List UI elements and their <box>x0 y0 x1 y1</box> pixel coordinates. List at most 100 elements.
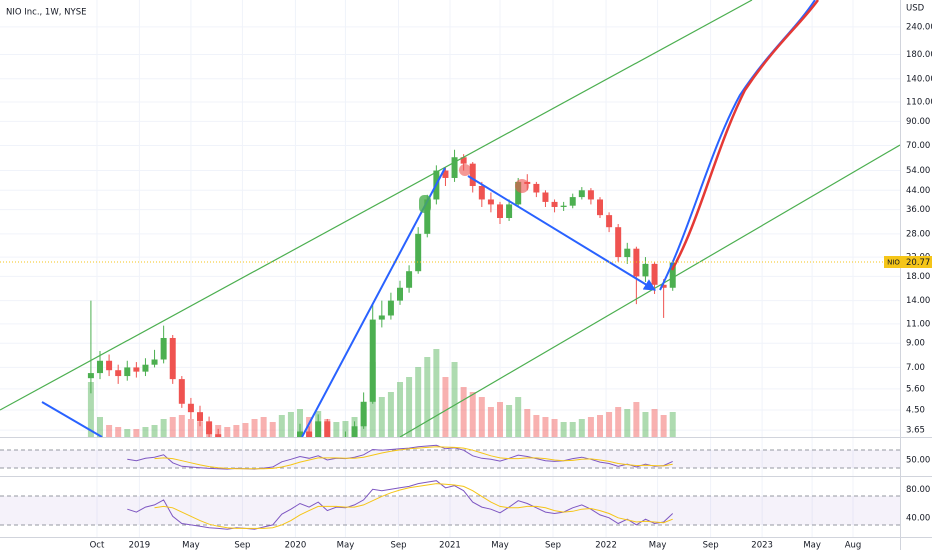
volume-bar <box>460 387 467 437</box>
y-tick-label: 180.00 <box>906 50 932 60</box>
y-tick-label: 9.00 <box>906 339 925 349</box>
volume-bar <box>151 425 158 437</box>
candle-body <box>297 431 303 437</box>
rsi-band <box>0 496 900 525</box>
candle-body <box>187 403 194 413</box>
candle-body <box>197 412 203 422</box>
volume-bar <box>660 415 667 437</box>
volume-bar <box>524 409 531 437</box>
candle-body <box>660 284 667 288</box>
symbol-tag-text: NIO <box>887 259 900 267</box>
trend-line <box>467 175 657 291</box>
x-tick-label: May <box>182 541 200 550</box>
candle-body <box>615 227 622 258</box>
y-tick-label: 28.00 <box>906 229 930 239</box>
candle-body <box>306 431 313 437</box>
volume-bar <box>260 417 267 437</box>
candle-body <box>106 360 113 371</box>
y-tick-label: 140.00 <box>906 74 932 84</box>
x-tick-label: Sep <box>390 541 406 550</box>
candle-body <box>378 315 385 320</box>
projection <box>670 0 820 271</box>
channel-line <box>0 0 753 411</box>
candle-body <box>478 185 485 200</box>
y-tick-label: 110.00 <box>906 97 932 107</box>
candle-body <box>351 426 358 437</box>
candle-body <box>515 181 522 205</box>
y-tick-label: 7.00 <box>906 363 925 373</box>
indicator-line <box>127 444 673 470</box>
volume-bar <box>397 382 403 437</box>
volume-bar <box>569 422 576 437</box>
candle-body <box>469 163 476 186</box>
y-tick-label: 50.00 <box>906 456 930 466</box>
chart-title: NIO Inc., 1W, NYSE <box>6 8 86 18</box>
volume-bar <box>115 427 122 437</box>
trend-line <box>301 167 446 437</box>
x-tick-label: 2022 <box>595 541 617 550</box>
volume-bar <box>342 421 349 437</box>
candle-body <box>624 248 631 258</box>
highlight <box>515 179 529 193</box>
volume-bar <box>597 415 603 437</box>
indicator-line <box>154 446 673 470</box>
x-tick-label: 2023 <box>751 541 773 550</box>
candle-body <box>151 359 158 365</box>
candle-body <box>642 263 649 277</box>
candle-body <box>551 201 558 207</box>
candle-body <box>633 248 640 277</box>
candle-body <box>97 360 103 374</box>
y-tick-label: 36.00 <box>906 205 930 215</box>
volume-bar <box>578 419 585 437</box>
candle-body <box>606 215 613 228</box>
candle-body <box>87 373 94 379</box>
volume-bar <box>615 407 622 437</box>
volume-bar <box>278 415 285 437</box>
candle-body <box>115 370 122 377</box>
candle-body <box>669 262 676 288</box>
volume-bar <box>287 412 294 437</box>
indicator-line <box>127 480 674 530</box>
volume-bar <box>497 402 503 437</box>
x-tick-label: 2021 <box>439 541 461 550</box>
candle-body <box>133 367 140 372</box>
volume-bar <box>533 415 540 437</box>
candle-body <box>415 233 422 272</box>
volume-bar <box>487 407 494 437</box>
candle-body <box>169 337 176 380</box>
candle-body <box>369 319 376 402</box>
candle-body <box>560 205 567 207</box>
volume-bar <box>242 423 249 437</box>
y-tick-label: 5.60 <box>906 384 925 394</box>
volume-bar <box>624 409 631 437</box>
candle-body <box>587 190 594 200</box>
volume-bar <box>451 362 458 437</box>
volume-bar <box>424 357 431 437</box>
candle-body <box>124 367 131 377</box>
volume-bar <box>651 409 658 437</box>
volume-bar <box>97 417 103 437</box>
candle-body <box>487 199 494 205</box>
price-tag-text: 20.77 <box>906 258 930 268</box>
candle-body <box>442 170 449 178</box>
y-tick-label: 70.00 <box>906 141 930 151</box>
volume-bar <box>297 409 303 437</box>
x-tick-label: Sep <box>545 541 561 550</box>
candle-body <box>542 192 549 202</box>
candle-layer <box>87 149 676 437</box>
volume-bar <box>269 422 276 437</box>
volume-bar <box>642 412 649 437</box>
candle-body <box>315 421 322 437</box>
candle-body <box>178 379 185 404</box>
volume-bar <box>606 412 613 437</box>
highlight <box>419 195 431 213</box>
candle-body <box>324 421 331 437</box>
volume-bar <box>406 377 413 437</box>
candle-body <box>578 190 585 198</box>
volume-bar <box>178 415 185 437</box>
candle-body <box>406 271 413 288</box>
candle-body <box>424 199 431 234</box>
volume-bar <box>197 422 203 437</box>
volume-bar <box>133 429 140 437</box>
